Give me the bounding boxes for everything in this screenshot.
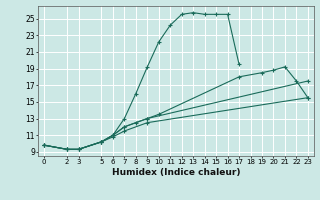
X-axis label: Humidex (Indice chaleur): Humidex (Indice chaleur)	[112, 168, 240, 177]
